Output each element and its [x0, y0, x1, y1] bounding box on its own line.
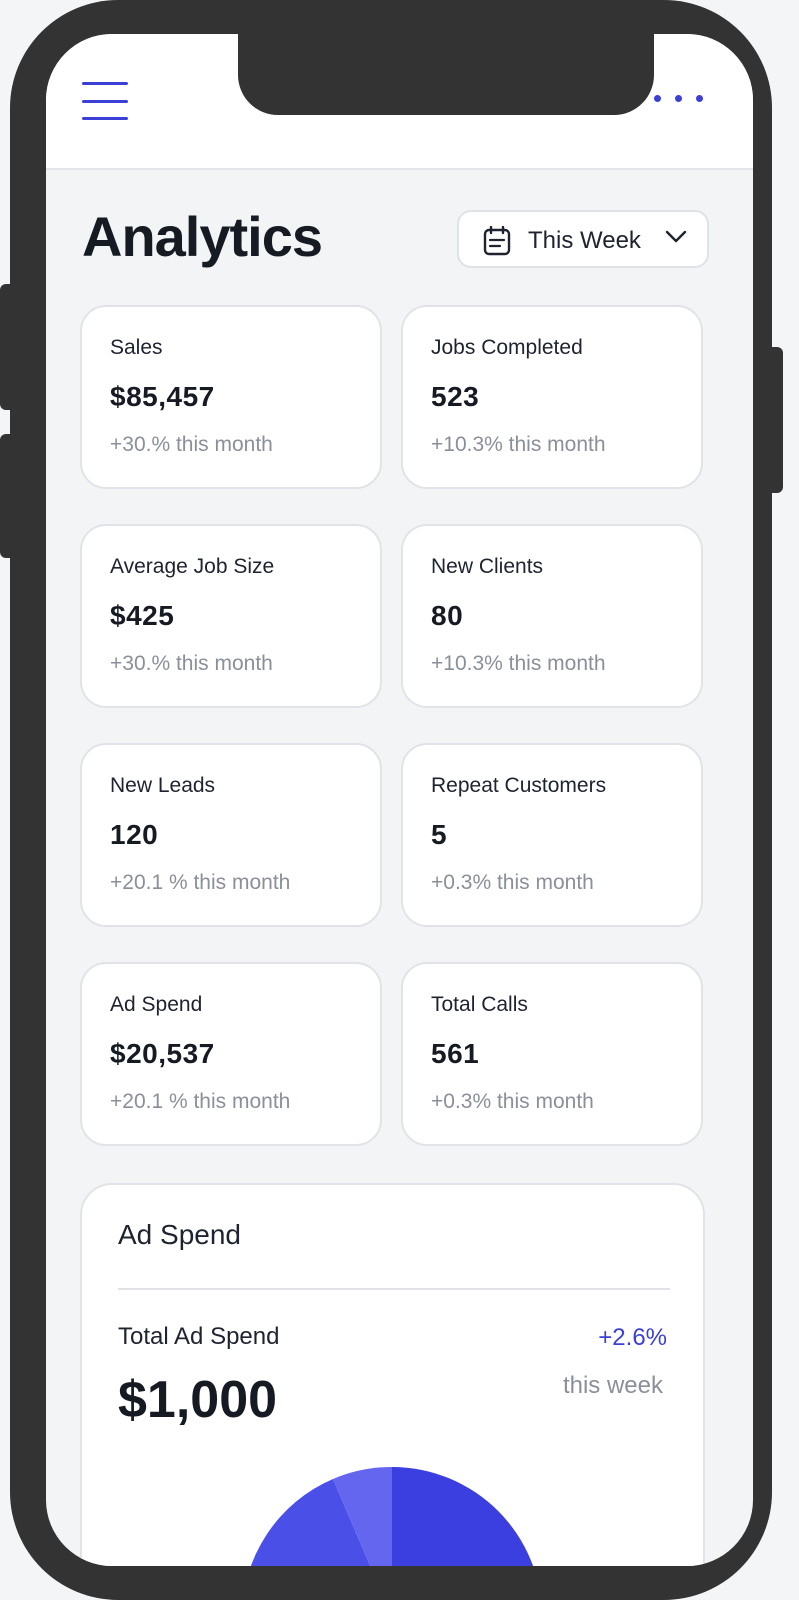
chevron-down-icon: [665, 230, 687, 243]
metric-change: +20.1 % this month: [110, 871, 291, 894]
phone-side-button: [0, 434, 16, 558]
metric-value: $85,457: [110, 381, 215, 412]
metric-change: +20.1 % this month: [110, 1090, 291, 1113]
metric-card-ad-spend[interactable]: Ad Spend $20,537 +20.1 % this month: [80, 962, 382, 1146]
phone-side-button: [766, 347, 783, 493]
total-ad-spend-value: $1,000: [118, 1371, 278, 1429]
metric-title: Repeat Customers: [431, 774, 607, 797]
metric-value: 561: [431, 1038, 480, 1069]
metric-change: +10.3% this month: [431, 652, 606, 675]
ad-spend-card: Ad Spend Total Ad Spend $1,000 +2.6% thi…: [80, 1183, 705, 1566]
pie-slice[interactable]: [333, 1466, 392, 1566]
total-ad-spend-label: Total Ad Spend: [118, 1323, 280, 1350]
hamburger-menu-icon[interactable]: [82, 82, 128, 122]
phone-side-button: [0, 284, 16, 410]
metric-title: New Leads: [110, 774, 216, 797]
metric-value: 5: [431, 819, 448, 850]
page-title: Analytics: [82, 205, 323, 268]
metric-card-average-job-size[interactable]: Average Job Size $425 +30.% this month: [80, 524, 382, 708]
more-horizontal-icon[interactable]: [654, 90, 710, 106]
ad-spend-title: Ad Spend: [118, 1219, 241, 1250]
ad-spend-period: this week: [562, 1372, 663, 1399]
pie-slice[interactable]: [392, 1467, 542, 1566]
metric-change: +30.% this month: [110, 652, 273, 675]
metric-title: Sales: [110, 336, 163, 359]
metric-change: +0.3% this month: [431, 871, 594, 894]
metric-card-repeat-customers[interactable]: Repeat Customers 5 +0.3% this month: [401, 743, 703, 927]
phone-notch: [238, 34, 654, 115]
metric-title: New Clients: [431, 555, 544, 578]
metric-change: +10.3% this month: [431, 433, 606, 456]
calendar-icon: [483, 226, 511, 256]
metric-card-sales[interactable]: Sales $85,457 +30.% this month: [80, 305, 382, 489]
app-screen: Analytics This Week Sales $85,457 +30.% …: [46, 34, 753, 1566]
metric-card-jobs-completed[interactable]: Jobs Completed 523 +10.3% this month: [401, 305, 703, 489]
metric-title: Jobs Completed: [431, 336, 583, 359]
metric-card-new-leads[interactable]: New Leads 120 +20.1 % this month: [80, 743, 382, 927]
metric-change: +0.3% this month: [431, 1090, 594, 1113]
ad-spend-pie-chart[interactable]: [82, 1185, 705, 1566]
metric-value: $425: [110, 600, 175, 631]
period-selector-label: This Week: [528, 227, 641, 254]
pie-slice[interactable]: [242, 1479, 392, 1566]
metric-title: Average Job Size: [110, 555, 275, 578]
metric-value: $20,537: [110, 1038, 215, 1069]
metric-title: Total Calls: [431, 993, 528, 1016]
metric-value: 523: [431, 381, 480, 412]
metric-card-total-calls[interactable]: Total Calls 561 +0.3% this month: [401, 962, 703, 1146]
metric-value: 80: [431, 600, 464, 631]
ad-spend-change: +2.6%: [598, 1324, 667, 1351]
metric-change: +30.% this month: [110, 433, 273, 456]
period-selector[interactable]: This Week: [457, 210, 709, 268]
divider: [118, 1288, 670, 1290]
metric-title: Ad Spend: [110, 993, 203, 1016]
metric-value: 120: [110, 819, 159, 850]
metric-card-new-clients[interactable]: New Clients 80 +10.3% this month: [401, 524, 703, 708]
